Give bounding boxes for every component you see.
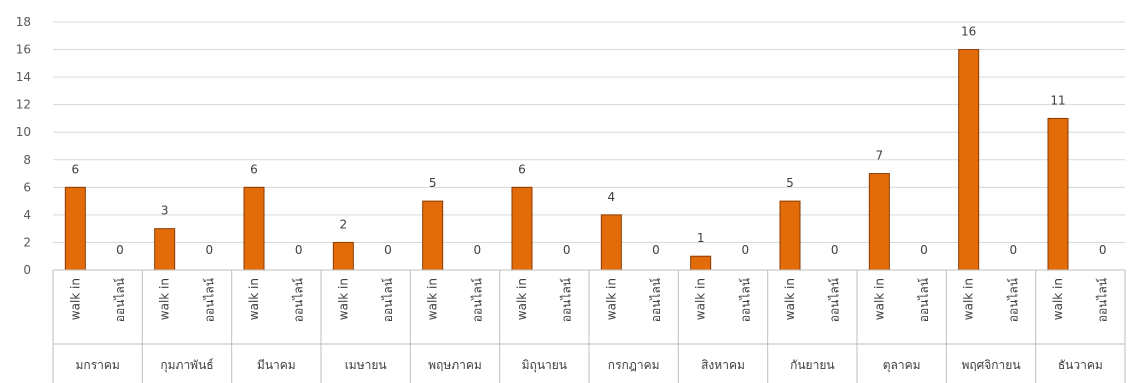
sub-category-label: walk in [515, 278, 529, 320]
data-label: 0 [563, 243, 571, 257]
sub-category-label: walk in [336, 278, 350, 320]
data-label: 0 [474, 243, 482, 257]
data-label: 0 [206, 243, 214, 257]
y-tick-label: 8 [23, 153, 31, 167]
bar [332, 241, 354, 271]
sub-category-label: walk in [962, 278, 976, 320]
data-label: 0 [1099, 243, 1107, 257]
gridlines [53, 21, 1125, 243]
sub-category-label: ออนไลน์ [828, 278, 842, 322]
data-label: 1 [697, 231, 705, 245]
sub-category-label: ออนไลน์ [470, 278, 484, 322]
sub-category-label: ออนไลน์ [649, 278, 663, 322]
sub-category-label: ออนไลน์ [1096, 278, 1110, 322]
sub-category-label: ออนไลน์ [917, 278, 931, 322]
y-axis-ticks: 0 2 4 6 8 10 12 14 16 18 [16, 15, 31, 277]
bar [422, 200, 444, 271]
data-label: 16 [961, 25, 976, 39]
data-label: 0 [742, 243, 750, 257]
sub-category-label: ออนไลน์ [738, 278, 752, 322]
bar [779, 200, 801, 271]
sub-category-label: walk in [426, 278, 440, 320]
data-label: 2 [340, 217, 348, 231]
bar [1047, 117, 1069, 271]
sub-category-label: walk in [158, 278, 172, 320]
data-label: 0 [116, 243, 124, 257]
bar [64, 186, 86, 271]
data-label: 6 [518, 162, 526, 176]
data-label: 0 [1010, 243, 1018, 257]
sub-category-label: ออนไลน์ [1006, 278, 1020, 322]
sub-category-label: walk in [68, 278, 82, 320]
month-label: มีนาคม [257, 358, 296, 372]
sub-category-label: walk in [783, 278, 797, 320]
data-label: 0 [831, 243, 839, 257]
y-tick-label: 16 [16, 43, 31, 57]
bar [154, 228, 176, 271]
data-label: 0 [384, 243, 392, 257]
bar [690, 255, 712, 271]
data-label: 5 [429, 176, 437, 190]
sub-category-label: ออนไลน์ [202, 278, 216, 322]
sub-category-label: walk in [872, 278, 886, 320]
data-label: 3 [161, 204, 169, 218]
data-label: 6 [72, 162, 80, 176]
y-tick-label: 0 [23, 263, 31, 277]
month-label: เมษายน [345, 358, 387, 372]
y-tick-label: 12 [16, 98, 31, 112]
y-tick-label: 18 [16, 15, 31, 29]
y-tick-label: 4 [23, 208, 31, 222]
sub-category-label: ออนไลน์ [113, 278, 127, 322]
x-axis: walk in ออนไลน์มกราคม walk in ออนไลน์กุมภาพ… [52, 269, 1126, 383]
month-label: กันยายน [790, 358, 834, 372]
sub-category-label: walk in [1051, 278, 1065, 320]
data-label: 4 [608, 190, 616, 204]
month-label: พฤศจิกายน [961, 358, 1020, 372]
sub-category-label: walk in [694, 278, 708, 320]
month-label: ธันวาคม [1058, 358, 1103, 372]
y-tick-label: 10 [16, 125, 31, 139]
sub-category-label: ออนไลน์ [292, 278, 306, 322]
bar [868, 173, 890, 271]
data-label: 7 [876, 149, 884, 163]
month-label: กุมภาพันธ์ [160, 358, 213, 373]
month-label: ตุลาคม [883, 358, 921, 373]
data-label: 11 [1050, 93, 1065, 107]
data-label: 0 [295, 243, 303, 257]
y-tick-label: 6 [23, 180, 31, 194]
data-label: 0 [652, 243, 660, 257]
month-label: มกราคม [76, 358, 120, 372]
bar [600, 214, 622, 271]
month-label: กรกฎาคม [608, 358, 660, 372]
bar [243, 186, 265, 271]
month-label: สิงหาคม [701, 358, 745, 372]
month-label: มิถุนายน [522, 358, 567, 373]
data-label: 6 [250, 162, 258, 176]
sub-category-label: walk in [247, 278, 261, 320]
sub-category-label: walk in [604, 278, 618, 320]
bar [958, 49, 980, 271]
month-label: พฤษภาคม [428, 358, 482, 372]
sub-category-label: ออนไลน์ [560, 278, 574, 322]
data-label: 5 [786, 176, 794, 190]
data-label: 0 [920, 243, 928, 257]
bar [511, 186, 533, 271]
y-tick-label: 2 [23, 235, 31, 249]
y-tick-label: 14 [16, 70, 31, 84]
sub-category-label: ออนไลน์ [381, 278, 395, 322]
